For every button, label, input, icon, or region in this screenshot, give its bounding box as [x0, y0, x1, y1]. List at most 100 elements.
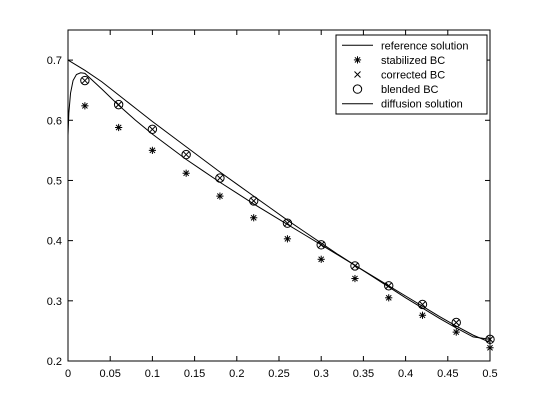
x-tick-label: 0.1: [145, 368, 160, 380]
marker-stroke: [350, 261, 360, 271]
marker-stroke: [352, 84, 363, 94]
axis-ticks: 0 0.05 0.1 0.15 0.2 0.25 0.3 0.35 0.4 0.45 0.5 0.2 0…: [47, 30, 498, 380]
data-point-corrected-bc: [250, 197, 258, 205]
marker-stroke: [81, 102, 88, 109]
marker-stroke: [181, 149, 191, 160]
legend-box: [335, 34, 488, 115]
legend-label: reference solution: [381, 40, 468, 52]
marker-stroke: [284, 235, 291, 242]
series-stabilized-bc: [81, 102, 494, 352]
data-point-blended-bc: [80, 75, 90, 86]
marker-stroke: [317, 241, 325, 249]
y-tick-label: 0.3: [47, 296, 62, 308]
x-tick-label: 0.35: [353, 368, 374, 380]
marker-stroke: [452, 319, 460, 326]
marker-stroke: [354, 71, 361, 78]
data-point-stabilized-bc: [418, 311, 427, 319]
legend: reference solution stabilized BC corrected…: [335, 34, 488, 115]
legend-entry-corrected-bc: corrected BC: [354, 70, 445, 82]
legend-label: diffusion solution: [381, 99, 463, 111]
data-point-stabilized-bc: [148, 146, 156, 154]
data-point-corrected-bc: [81, 77, 89, 84]
legend-label: corrected BC: [381, 70, 445, 82]
x-tick-label: 0.15: [184, 368, 205, 380]
data-point-corrected-bc: [182, 151, 190, 158]
x-tick-label: 0.3: [314, 368, 329, 380]
x-tick-label: 0.5: [482, 368, 497, 380]
marker-stroke: [182, 151, 190, 158]
y-tick-label: 0.2: [47, 356, 62, 368]
marker-stroke: [385, 294, 392, 301]
x-tick-label: 0.05: [99, 368, 120, 380]
data-point-corrected-bc: [149, 125, 156, 133]
marker-stroke: [149, 125, 156, 133]
marker-stroke: [115, 101, 122, 108]
data-point-blended-bc: [350, 261, 360, 271]
y-tick-label: 0.6: [47, 115, 62, 127]
x-tick-label: 0.2: [229, 368, 244, 380]
data-point-corrected-bc: [115, 101, 122, 108]
marker-stroke: [419, 312, 426, 319]
legend-entry-reference-solution: reference solution: [342, 40, 468, 52]
series-diffusion-solution: [67, 59, 491, 340]
legend-label: blended BC: [381, 84, 439, 96]
data-point-stabilized-bc: [385, 294, 393, 302]
series-layer: [67, 59, 495, 352]
data-point-corrected-bc: [452, 319, 460, 326]
marker-stroke: [113, 99, 124, 110]
marker-stroke: [453, 329, 460, 336]
data-point-blended-bc: [181, 149, 191, 160]
marker-stroke: [250, 197, 258, 205]
y-tick-label: 0.4: [47, 236, 62, 248]
data-point-blended-bc: [316, 240, 326, 250]
y-tick-label: 0.7: [47, 55, 62, 67]
data-point-blended-bc: [248, 196, 259, 206]
data-point-stabilized-bc: [452, 328, 460, 336]
marker-stroke: [216, 193, 223, 200]
data-point-corrected-bc: [216, 174, 224, 182]
legend-entry-diffusion-solution: diffusion solution: [342, 99, 463, 111]
data-point-stabilized-bc: [351, 274, 359, 283]
data-point-stabilized-bc: [182, 169, 190, 177]
marker-stroke: [316, 240, 326, 250]
marker-stroke: [352, 275, 358, 282]
marker-stroke: [81, 77, 89, 84]
y-tick-label: 0.5: [47, 175, 62, 187]
marker-stroke: [417, 299, 428, 310]
marker-stroke: [147, 124, 158, 135]
series-line-diffusion-solution: [67, 59, 491, 340]
legend-entry-blended-bc: blended BC: [352, 84, 439, 96]
marker-stroke: [215, 173, 225, 183]
marker-stroke: [385, 282, 393, 290]
marker-stroke: [451, 317, 461, 328]
data-point-stabilized-bc: [317, 255, 325, 263]
marker-stroke: [351, 262, 359, 270]
marker-stroke: [80, 75, 90, 86]
legend-label: stabilized BC: [381, 55, 445, 67]
series-reference-solution: [67, 72, 491, 343]
marker-stroke: [318, 256, 325, 263]
marker-stroke: [384, 281, 394, 291]
marker-stroke: [216, 174, 224, 182]
data-point-stabilized-bc: [216, 192, 224, 200]
x-tick-label: 0.25: [268, 368, 289, 380]
marker-stroke: [149, 147, 156, 154]
data-point-corrected-bc: [317, 241, 325, 249]
data-point-stabilized-bc: [81, 102, 89, 110]
marker-stroke: [248, 196, 259, 206]
marker-stroke: [250, 214, 257, 221]
legend-entry-stabilized-bc: stabilized BC: [353, 55, 445, 67]
data-point-stabilized-bc: [250, 214, 258, 222]
data-point-stabilized-bc: [115, 123, 123, 132]
data-point-blended-bc: [113, 99, 124, 110]
data-point-blended-bc: [384, 281, 394, 291]
legend-swatch: [354, 71, 361, 78]
x-tick-label: 0.4: [398, 368, 413, 380]
marker-stroke: [354, 56, 361, 63]
data-point-blended-bc: [417, 299, 428, 310]
data-point-blended-bc: [147, 124, 158, 135]
legend-swatch: [352, 84, 363, 94]
data-point-blended-bc: [451, 317, 461, 328]
x-tick-label: 0.45: [437, 368, 458, 380]
